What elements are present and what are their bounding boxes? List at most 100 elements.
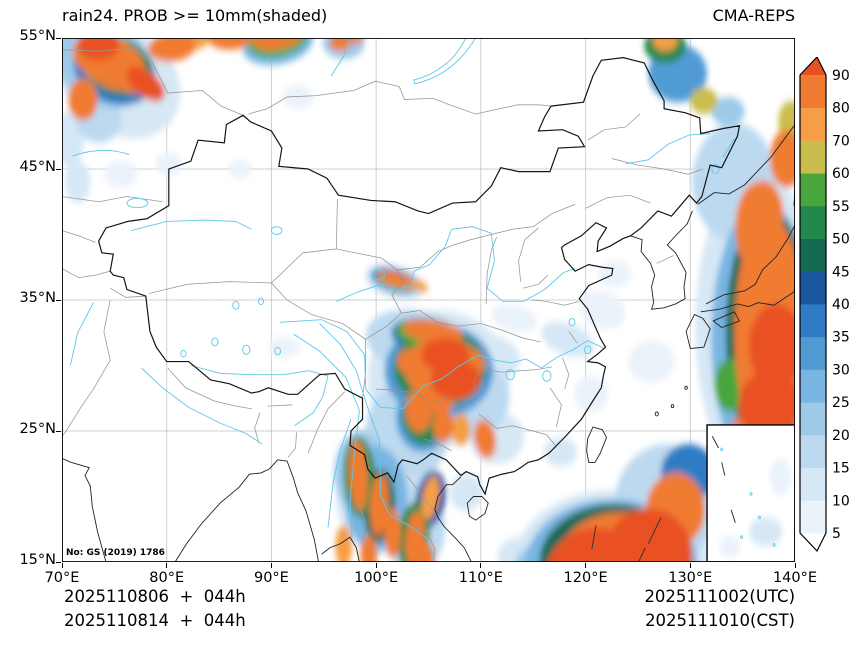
ryukyu-island xyxy=(671,405,674,408)
prob-shade-blob xyxy=(748,517,783,547)
prob-shade-blob xyxy=(749,241,795,320)
prob-shade-blob xyxy=(541,321,595,357)
kyushu-coastline xyxy=(686,314,710,348)
coastlines-and-islands xyxy=(62,124,795,562)
prob-shade-blob xyxy=(579,291,626,330)
colorbar-segment xyxy=(800,205,826,239)
prob-shade-blob xyxy=(449,474,483,511)
y-tick xyxy=(56,561,61,563)
colorbar-label: 70 xyxy=(832,133,850,149)
prob-shade-blob xyxy=(690,87,718,114)
colorbar-label: 15 xyxy=(832,461,850,477)
hainan-coastline xyxy=(467,497,488,521)
prob-shade-blob xyxy=(65,161,91,204)
colorbar-label: 50 xyxy=(832,232,850,248)
prob-shade-blob xyxy=(206,38,253,50)
prob-shade-blob xyxy=(379,271,413,287)
y-tick-label: 55°N xyxy=(19,28,56,44)
colorbar-label: 40 xyxy=(832,297,850,313)
y-tick-label: 25°N xyxy=(19,421,56,437)
colorbar-label: 10 xyxy=(832,493,850,509)
korea-coastline xyxy=(631,211,693,309)
x-tick-label: 90°E xyxy=(253,570,289,586)
colorbar-label: 60 xyxy=(832,166,850,182)
inset-islands xyxy=(712,436,775,546)
prob-shade-blob xyxy=(281,85,314,109)
prob-shade-blob xyxy=(155,153,183,175)
rivers-and-lakes xyxy=(70,38,734,559)
model-label: CMA-REPS xyxy=(712,6,795,25)
prob-shade-blob xyxy=(126,66,165,102)
prob-shade-blob xyxy=(405,387,433,433)
prob-shade-blob xyxy=(769,129,795,188)
prob-shade-blob xyxy=(491,304,538,333)
primorye-coastline xyxy=(698,124,795,204)
china-national-border xyxy=(99,58,740,494)
colorbar: 5 10 15 20 25 30 35 40 45 50 55 60 70 80 90 xyxy=(796,55,860,553)
valid-time-utc: 2025111002(UTC) xyxy=(644,587,795,606)
x-tick-label: 130°E xyxy=(668,570,713,586)
colorbar-segment xyxy=(800,336,826,370)
colorbar-label: 90 xyxy=(832,68,850,84)
colorbar-segment xyxy=(800,369,826,403)
prob-shade-blob xyxy=(369,472,389,536)
y-tick xyxy=(56,299,61,301)
prob-shade-blob xyxy=(748,303,795,388)
prob-shade-blob xyxy=(346,38,365,44)
prob-shade-blob xyxy=(543,437,578,467)
x-tick-label: 70°E xyxy=(44,570,80,586)
x-tick xyxy=(585,563,587,568)
colorbar-label: 55 xyxy=(832,199,850,215)
colorbar-segment xyxy=(800,304,826,338)
precip-probability-shading-layer xyxy=(62,38,795,562)
prob-shade-blob xyxy=(147,38,196,62)
x-tick xyxy=(689,563,691,568)
prob-shade-blob xyxy=(719,535,741,557)
colorbar-segment xyxy=(800,500,826,534)
inset-shading-layer xyxy=(719,458,791,557)
colorbar-segment xyxy=(800,271,826,305)
prob-shade-blob xyxy=(738,370,795,439)
map-canvas xyxy=(62,38,795,562)
prob-shade-blob xyxy=(451,413,471,446)
x-tick xyxy=(61,563,63,568)
x-tick-label: 120°E xyxy=(563,570,608,586)
prob-shade-blob xyxy=(574,375,608,413)
init-time-utc: 2025110806 + 044h xyxy=(64,587,246,606)
taiwan-coastline xyxy=(587,427,607,462)
x-tick xyxy=(166,563,168,568)
prob-shade-blob xyxy=(598,260,632,287)
colorbar-over-arrow xyxy=(800,57,826,75)
prob-shade-blob xyxy=(397,348,423,375)
map: No: GS (2019) 1786 xyxy=(62,38,795,562)
colorbar-segment xyxy=(800,238,826,272)
colorbar-outline xyxy=(799,55,827,553)
prob-shade-blob xyxy=(268,336,300,358)
colorbar-label: 45 xyxy=(832,264,850,280)
shikoku-coastline xyxy=(713,312,739,328)
prob-shade-blob xyxy=(432,408,454,443)
colorbar-segment xyxy=(800,173,826,207)
colorbar-label: 5 xyxy=(832,526,841,542)
prob-shade-blob xyxy=(628,340,675,383)
basemap xyxy=(62,38,795,562)
prob-shade-blob xyxy=(77,38,120,61)
scs-inset xyxy=(707,425,795,562)
prob-shade-blob xyxy=(410,279,429,292)
colorbar-under-arrow xyxy=(800,533,826,551)
bay-of-bengal-coastline xyxy=(175,460,318,562)
prob-shade-blob xyxy=(384,508,402,559)
prob-shade-blob xyxy=(474,419,496,459)
prob-shade-blob xyxy=(652,38,678,52)
colorbar-segment xyxy=(800,140,826,174)
map-license-note: No: GS (2019) 1786 xyxy=(66,548,165,558)
y-tick xyxy=(56,168,61,170)
colorbar-label: 30 xyxy=(832,362,850,378)
province-borders xyxy=(149,114,703,451)
y-tick-label: 35°N xyxy=(19,290,56,306)
prob-shade-blob xyxy=(430,360,481,400)
prob-shade-blob xyxy=(103,161,138,188)
prob-shade-blob xyxy=(741,180,784,249)
prob-shade-blob xyxy=(228,159,252,179)
y-tick xyxy=(56,430,61,432)
